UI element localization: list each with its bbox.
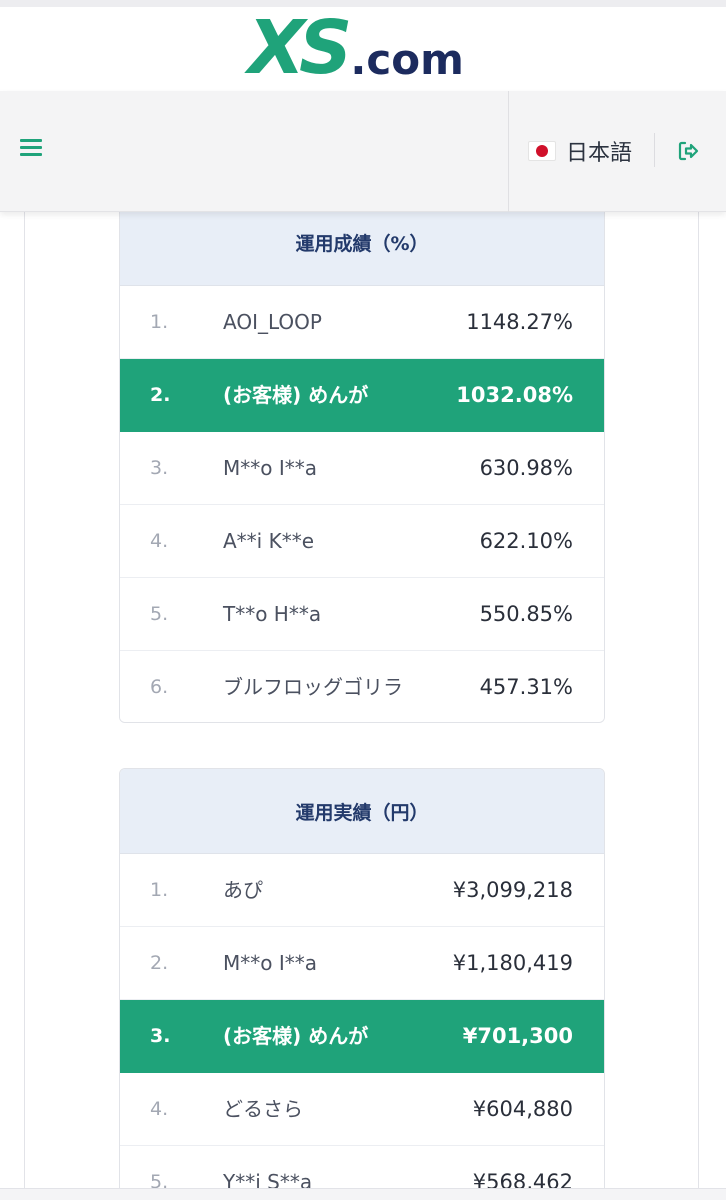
ranking-value: ¥3,099,218 <box>452 878 573 902</box>
card-title: 運用成績（%） <box>295 233 429 255</box>
trader-name: AOI_LOOP <box>223 310 322 334</box>
ranking-value: ¥1,180,419 <box>452 951 573 975</box>
rank-number: 4. <box>150 1098 169 1120</box>
card-title: 運用実績（円） <box>295 801 429 824</box>
logo-suffix-text: .com <box>350 35 464 84</box>
ranking-row: 5. T**o H**a 550.85% <box>120 578 604 651</box>
language-label: 日本語 <box>566 141 633 166</box>
ranking-row: 1. AOI_LOOP 1148.27% <box>120 286 604 359</box>
trader-name: T**o H**a <box>223 602 322 626</box>
logo-bar: XS .com <box>0 7 726 91</box>
ranking-value: 457.31% <box>479 675 573 699</box>
logo-main-text: XS <box>248 5 352 91</box>
rank-number: 2. <box>150 952 169 974</box>
trader-name: ブルフロッグゴリラ <box>223 675 403 699</box>
ranking-value: 1148.27% <box>466 310 573 334</box>
ranking-list: 1. AOI_LOOP 1148.27% 2. (お客様) めんが 1032.08% 3. M… <box>120 286 604 722</box>
xs-logo[interactable]: XS .com <box>248 9 464 85</box>
bottom-divider <box>0 1188 726 1200</box>
ranking-row: 4. A**i K**e 622.10% <box>120 505 604 578</box>
trader-name: どるさら <box>223 1097 303 1121</box>
rank-number: 5. <box>150 1171 169 1193</box>
ranking-row-highlighted: 3. (お客様) めんが ¥701,300 <box>120 1000 604 1073</box>
header-divider <box>508 91 509 212</box>
rank-number: 6. <box>150 676 169 698</box>
language-logout-separator <box>654 133 655 167</box>
ranking-list: 1. あぴ ¥3,099,218 2. M**o I**a ¥1,180,419 3. (お客… <box>120 854 604 1200</box>
ranking-value: ¥604,880 <box>472 1097 573 1121</box>
performance-yen-ranking-card: 運用実績（円） 1. あぴ ¥3,099,218 2. M**o I**a ¥1,180,… <box>119 768 605 1200</box>
card-header: 運用成績（%） <box>120 200 604 286</box>
ranking-value: 630.98% <box>479 456 573 480</box>
hamburger-menu-icon[interactable] <box>20 137 44 161</box>
ranking-value: ¥701,300 <box>462 1024 573 1048</box>
trader-name: A**i K**e <box>223 529 315 553</box>
ranking-row: 6. ブルフロッグゴリラ 457.31% <box>120 651 604 722</box>
ranking-row: 1. あぴ ¥3,099,218 <box>120 854 604 927</box>
rank-number: 5. <box>150 603 169 625</box>
rank-number: 2. <box>150 384 171 406</box>
ranking-value: 622.10% <box>479 529 573 553</box>
top-divider <box>0 0 726 7</box>
rank-number: 4. <box>150 530 169 552</box>
trader-name: あぴ <box>223 878 263 902</box>
trader-name: (お客様) めんが <box>223 1024 369 1048</box>
japan-flag-icon <box>528 141 556 161</box>
trader-name: M**o I**a <box>223 951 318 975</box>
ranking-value: 550.85% <box>479 602 573 626</box>
rank-number: 1. <box>150 879 169 901</box>
rank-number: 3. <box>150 1025 171 1047</box>
ranking-row: 4. どるさら ¥604,880 <box>120 1073 604 1146</box>
ranking-value: 1032.08% <box>456 383 573 407</box>
card-header: 運用実績（円） <box>120 769 604 854</box>
language-selector[interactable]: 日本語 <box>528 135 632 167</box>
trader-name: M**o I**a <box>223 456 318 480</box>
top-navigation-bar: 日本語 <box>0 91 726 212</box>
performance-percent-ranking-card: 運用成績（%） 1. AOI_LOOP 1148.27% 2. (お客様) めんが 103… <box>119 200 605 723</box>
rank-number: 3. <box>150 457 169 479</box>
ranking-row: 2. M**o I**a ¥1,180,419 <box>120 927 604 1000</box>
ranking-row-highlighted: 2. (お客様) めんが 1032.08% <box>120 359 604 432</box>
trader-name: (お客様) めんが <box>223 383 369 407</box>
logout-icon[interactable] <box>676 139 700 163</box>
ranking-row: 3. M**o I**a 630.98% <box>120 432 604 505</box>
rank-number: 1. <box>150 311 169 333</box>
